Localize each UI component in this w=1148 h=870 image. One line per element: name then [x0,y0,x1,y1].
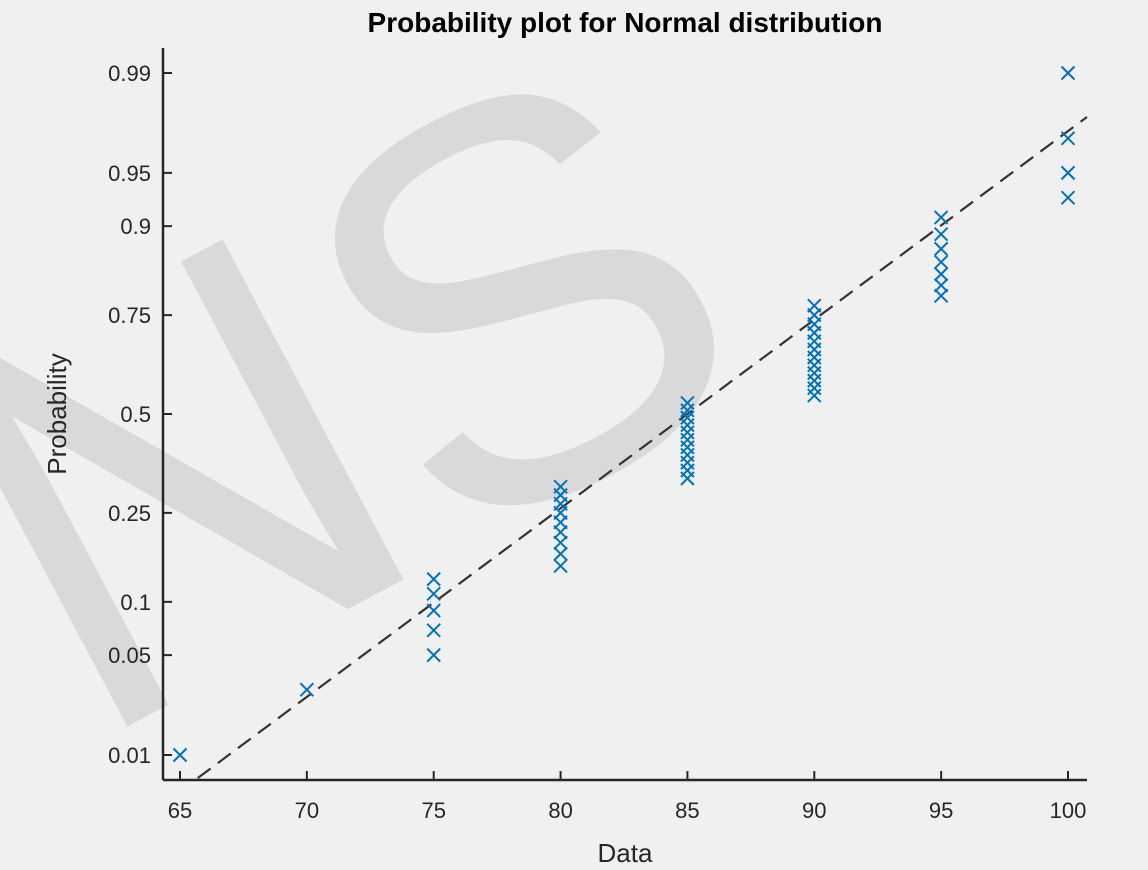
x-tick-label: 85 [675,798,699,823]
data-point [553,479,568,494]
data-point [553,558,568,574]
y-tick-label: 0.99 [108,61,151,86]
x-tick-label: 70 [295,798,319,823]
y-tick-label: 0.01 [108,743,151,768]
x-tick-label: 100 [1050,798,1087,823]
data-point [426,647,441,663]
chart-title: Probability plot for Normal distribution [368,7,883,38]
data-point [1060,190,1076,205]
y-tick-label: 0.9 [120,214,151,239]
x-tick-label: 75 [421,798,445,823]
y-axis-label: Probability [42,353,72,474]
data-point [807,380,822,396]
data-point [933,241,949,257]
data-point [299,682,315,697]
data-point [807,373,822,388]
data-points [172,65,1076,763]
y-tick-label: 0.75 [108,303,151,328]
data-point [807,388,822,403]
reference-line-layer [197,116,1088,779]
y-tick-label: 0.05 [108,643,151,668]
data-point [1060,131,1076,146]
data-point [933,278,949,293]
x-axis-label: Data [598,838,653,868]
x-tick-label: 95 [929,798,953,823]
data-point [172,747,188,763]
data-point [553,546,568,562]
axes: 0.01 0.05 0.1 0.25 0.5 0.75 0.9 0.95 0.99 65 70 75 8… [108,48,1087,823]
data-point [426,586,441,601]
x-tick-label: 90 [802,798,826,823]
data-point [933,254,949,270]
data-point [426,603,441,618]
data-point [1060,65,1076,81]
y-tick-label: 0.95 [108,161,151,186]
data-point [933,210,949,225]
data-point [553,535,568,550]
data-point [933,266,949,282]
data-point [426,571,441,587]
data-point [1060,165,1076,181]
y-tick-label: 0.25 [108,501,151,526]
y-tick-label: 0.5 [120,402,151,427]
x-tick-label: 65 [168,798,192,823]
data-point [426,623,441,638]
data-point [807,298,822,313]
y-tick-label: 0.1 [120,590,151,615]
x-tick-label: 80 [548,798,572,823]
data-point [933,227,949,242]
data-point [933,288,949,303]
reference-line [197,116,1088,779]
data-point [680,395,695,411]
